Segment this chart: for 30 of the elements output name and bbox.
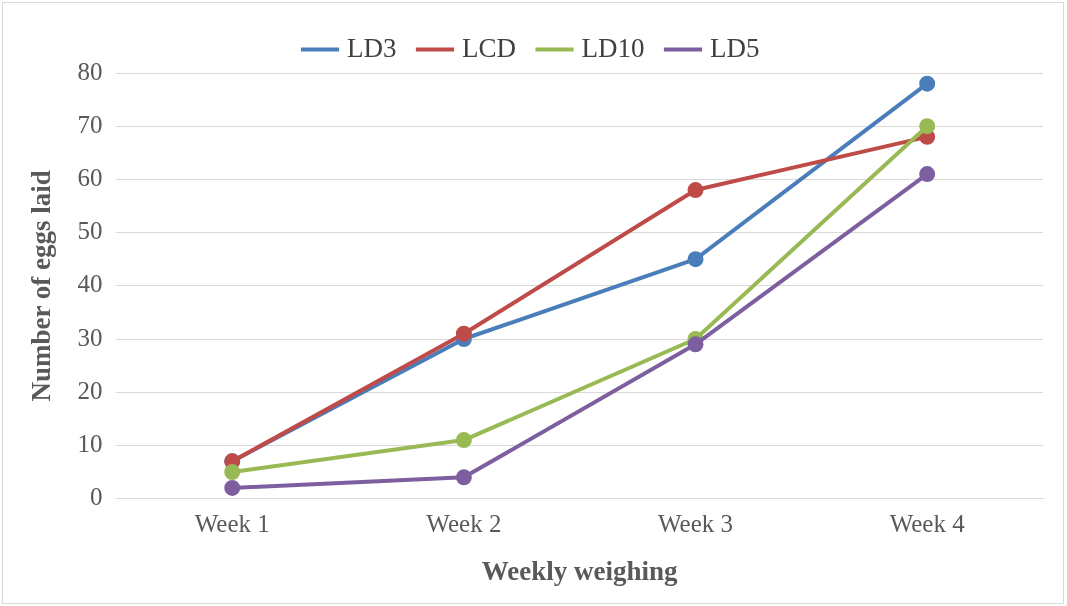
y-tick-label: 0 — [89, 483, 103, 511]
point — [455, 325, 472, 342]
y-tick-label: 40 — [77, 270, 103, 298]
y-tick-label: 70 — [77, 110, 103, 138]
y-tick-label: 10 — [77, 429, 103, 457]
x-tick-label: Week 2 — [426, 510, 502, 538]
point — [687, 251, 704, 268]
point — [919, 166, 936, 183]
y-tick-label: 60 — [77, 163, 103, 191]
x-tick-label: Week 3 — [658, 510, 734, 538]
legend-label: LCD — [462, 32, 516, 63]
point — [919, 118, 936, 135]
x-tick-label: Week 4 — [889, 510, 966, 538]
point — [224, 479, 241, 496]
y-tick-label: 30 — [77, 323, 103, 351]
x-tick-label: Week 1 — [194, 510, 270, 538]
legend-label: LD3 — [347, 32, 397, 63]
point — [687, 182, 704, 199]
y-axis-title: Number of eggs laid — [26, 170, 57, 402]
y-tick-label: 80 — [77, 57, 103, 85]
point — [455, 432, 472, 449]
y-tick-label: 50 — [77, 217, 103, 245]
point — [687, 336, 704, 353]
legend-label: LD5 — [710, 32, 760, 63]
point — [224, 464, 241, 480]
x-axis-title: Weekly weighing — [481, 555, 679, 586]
legend-label: LD10 — [581, 32, 645, 63]
point — [455, 469, 472, 486]
point — [919, 75, 936, 92]
y-tick-label: 20 — [77, 376, 103, 404]
